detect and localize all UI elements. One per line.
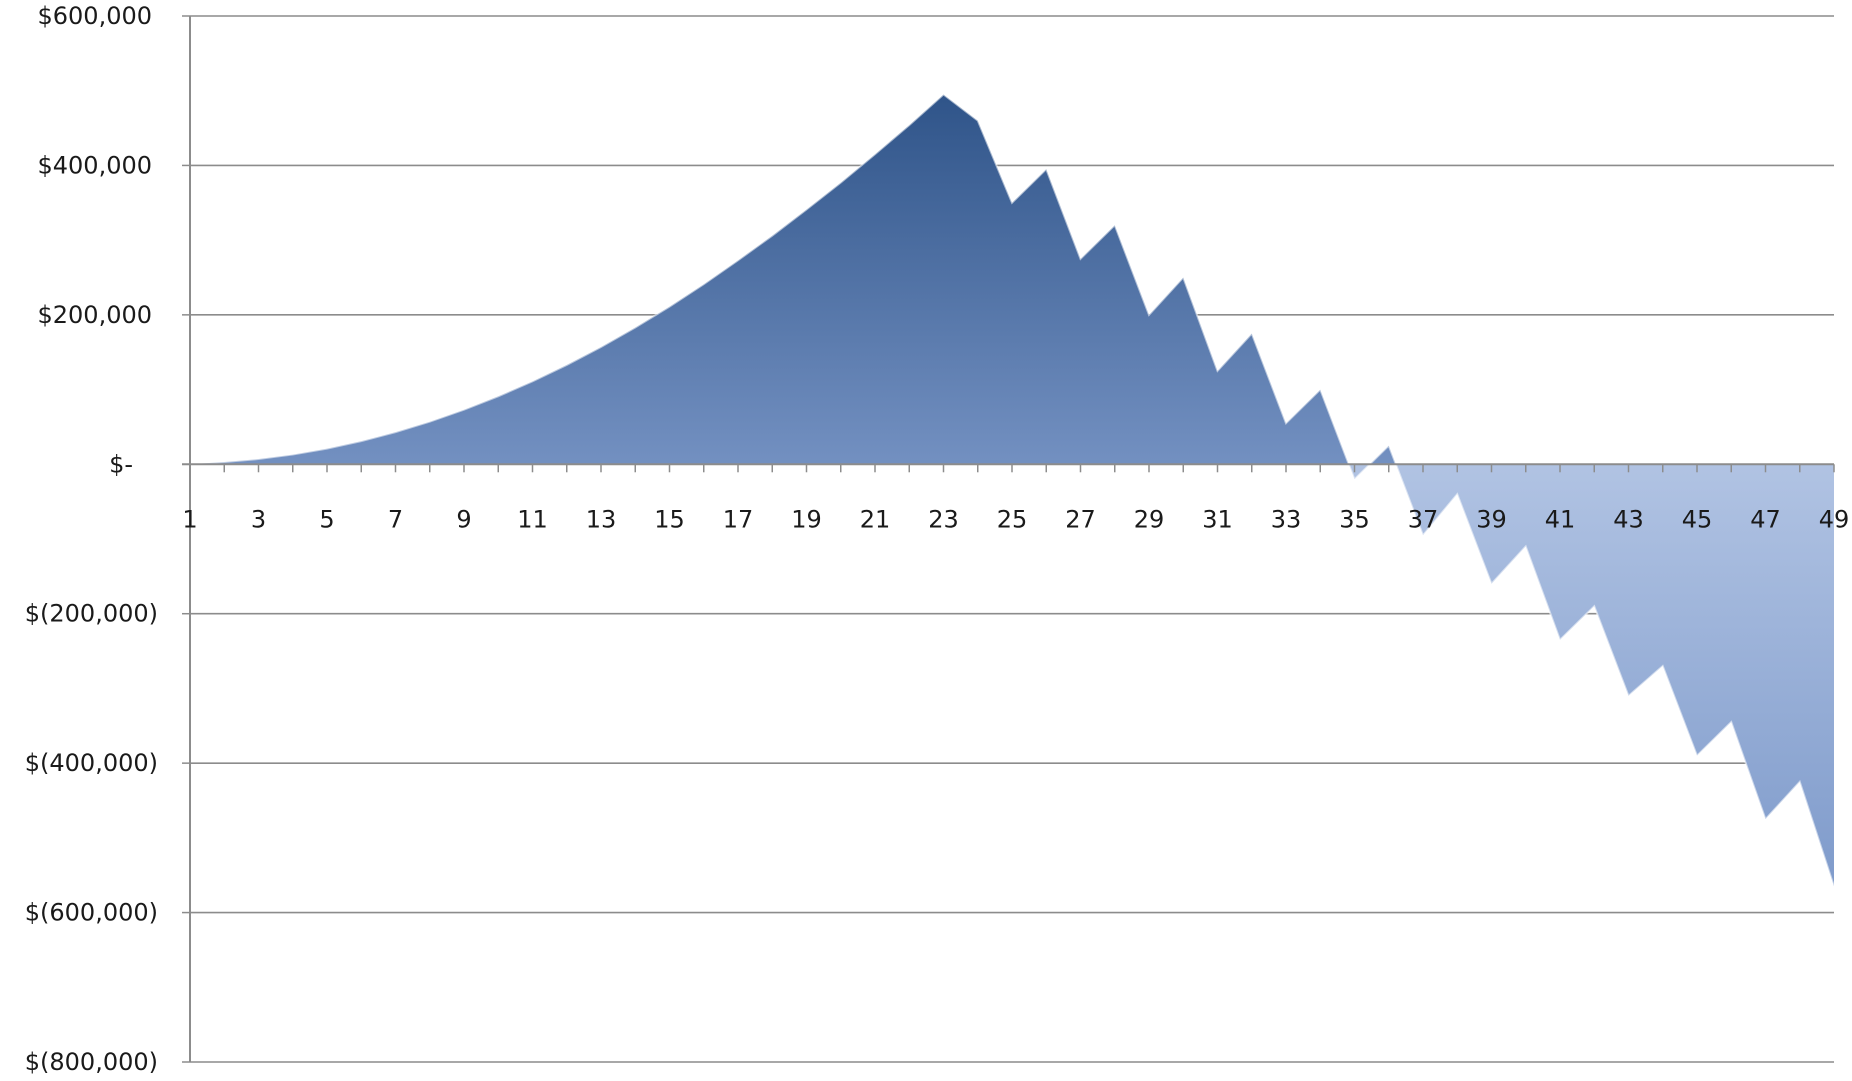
y-tick-label: $(400,000) <box>25 749 158 777</box>
x-tick-label: 49 <box>1819 505 1850 533</box>
x-tick-label: 37 <box>1408 505 1439 533</box>
x-tick-label: 31 <box>1202 505 1233 533</box>
x-tick-label: 33 <box>1271 505 1302 533</box>
data-area <box>189 93 1835 887</box>
x-tick-label: 5 <box>319 505 334 533</box>
x-tick-label: 23 <box>928 505 959 533</box>
area-positive-region <box>190 94 1396 465</box>
axes <box>182 15 1835 1063</box>
x-tick-label: 7 <box>388 505 403 533</box>
x-axis-tick-labels: 1 3 5 7 9 11 13 15 17 19 21 23 25 27 29 31 33 35 37 39 41 43 4… <box>182 505 1849 533</box>
y-axis-tick-labels: $600,000 $400,000 $200,000 $- $(200,000) $(40… <box>25 2 158 1076</box>
x-tick-label: 45 <box>1682 505 1713 533</box>
x-tick-label: 25 <box>997 505 1028 533</box>
x-tick-label: 1 <box>182 505 197 533</box>
x-tick-label: 29 <box>1134 505 1165 533</box>
y-tick-label: $(600,000) <box>25 899 158 927</box>
x-tick-label: 27 <box>1065 505 1096 533</box>
y-tick-label: $600,000 <box>37 2 152 30</box>
x-tick-label: 15 <box>654 505 685 533</box>
y-tick-label: $(800,000) <box>25 1048 158 1076</box>
y-tick-label: $- <box>109 450 133 478</box>
x-tick-label: 11 <box>517 505 548 533</box>
x-tick-label: 39 <box>1476 505 1507 533</box>
x-tick-label: 41 <box>1545 505 1576 533</box>
series-line <box>189 93 1835 887</box>
x-tick-label: 9 <box>456 505 471 533</box>
x-tick-label: 3 <box>251 505 266 533</box>
y-tick-label: $200,000 <box>37 301 152 329</box>
y-tick-label: $(200,000) <box>25 600 158 628</box>
x-tick-label: 21 <box>860 505 891 533</box>
x-tick-label: 17 <box>723 505 754 533</box>
x-tick-label: 43 <box>1613 505 1644 533</box>
x-tick-label: 35 <box>1339 505 1370 533</box>
area-negative-region <box>190 464 1834 887</box>
x-tick-label: 19 <box>791 505 822 533</box>
x-tick-label: 47 <box>1750 505 1781 533</box>
x-tick-label: 13 <box>586 505 617 533</box>
y-tick-label: $400,000 <box>37 151 152 179</box>
